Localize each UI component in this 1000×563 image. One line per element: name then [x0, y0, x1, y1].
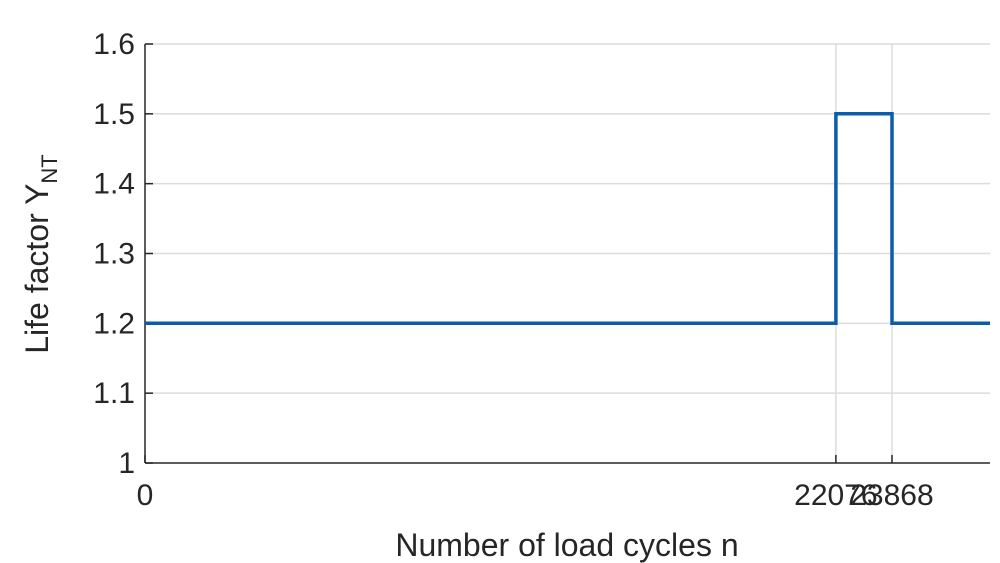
y-axis-label-subscript: NT [37, 154, 62, 183]
axes [144, 43, 990, 464]
x-tick-label: 0 [137, 479, 154, 512]
grid-lines [145, 43, 990, 463]
series-line [145, 112, 990, 326]
y-axis-label-main: Life factor Y [19, 184, 55, 354]
y-tick-label: 1.2 [93, 307, 135, 340]
y-tick-label: 1.5 [93, 98, 135, 131]
y-axis-label: Life factor YNT [19, 154, 62, 354]
y-tick-label: 1.4 [93, 168, 135, 201]
y-tick-label: 1.6 [93, 28, 135, 61]
x-tick-label: 23868 [850, 479, 933, 512]
y-tick-label: 1.1 [93, 377, 135, 410]
y-tick-label: 1 [118, 447, 135, 480]
x-tick-label: 22076 [794, 479, 877, 512]
x-axis-label: Number of load cycles n [395, 527, 738, 563]
series-layer [145, 112, 990, 326]
y-tick-label: 1.3 [93, 238, 135, 271]
